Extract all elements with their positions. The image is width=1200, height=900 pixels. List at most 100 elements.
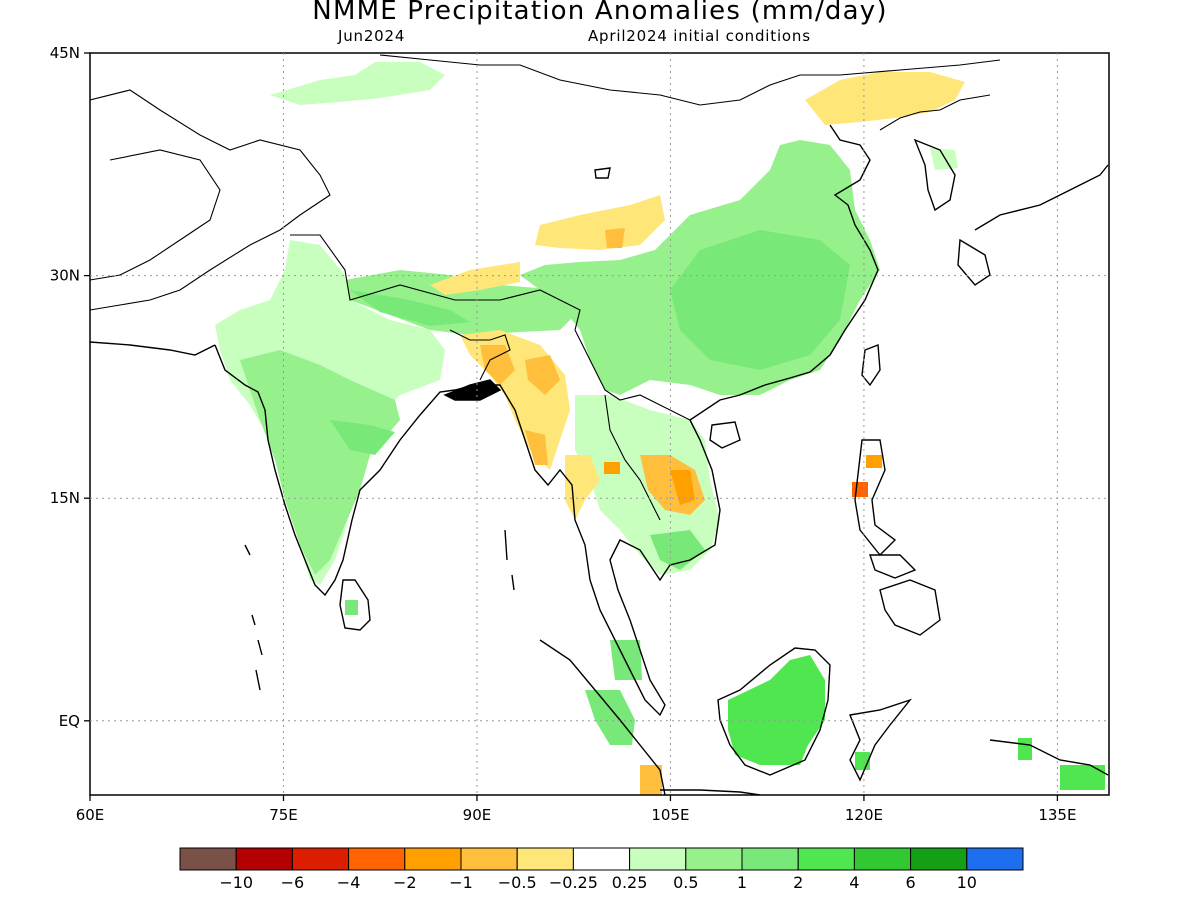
colorbar-swatch: [291, 847, 350, 871]
anomaly-region-myanmar-south: [525, 430, 548, 465]
lat-tick-label: 15N: [50, 489, 80, 507]
colorbar-label: −1: [449, 873, 473, 892]
colorbar-swatch: [516, 847, 574, 871]
lat-tick-label: 45N: [50, 44, 80, 62]
coastline-japan: [974, 164, 1109, 231]
border-india-bangladesh: [449, 329, 511, 381]
anomaly-region-malaya: [610, 640, 642, 680]
colorbar-label: −6: [281, 873, 305, 892]
coastline-qinghai-lake: [594, 167, 611, 179]
colorbar-swatch: [460, 847, 518, 871]
colorbar-label: 4: [849, 873, 859, 892]
colorbar-swatch: [572, 847, 631, 871]
lon-tick-label: 120E: [845, 806, 883, 824]
colorbar-swatch: [741, 847, 799, 871]
coastline-sulawesi: [849, 698, 913, 782]
coastline-visayas: [869, 554, 917, 579]
colorbar-swatch: [966, 847, 1024, 871]
anomaly-region-tibet-west: [430, 262, 520, 295]
coastline-borneo: [717, 647, 831, 776]
anomaly-region-luzon-north: [866, 455, 882, 468]
colorbar-swatch: [235, 847, 293, 871]
axis-ticks: 45N 30N 15N EQ 60E 75E 90E 105E 120E 135E: [50, 44, 1077, 824]
colorbar-label: −2: [393, 873, 417, 892]
coastline-maldives: [244, 544, 251, 556]
coastline-java: [660, 789, 761, 795]
colorbar-swatch: [853, 847, 912, 871]
colorbar-label: −10: [219, 873, 253, 892]
anomaly-region-india-core: [240, 350, 400, 575]
border-indochina: [574, 329, 701, 521]
coastline-mindanao: [879, 579, 941, 636]
anomaly-region-tibet-core: [605, 228, 625, 248]
lat-tick-label: 30N: [50, 267, 80, 285]
coastline-luzon: [854, 439, 897, 557]
anomaly-region-thailand-dry: [604, 462, 620, 474]
coastline-korea: [913, 138, 956, 212]
coastline-hainan: [709, 421, 741, 449]
colorbar-label: −0.25: [549, 873, 598, 892]
coastlines: [90, 54, 1109, 795]
anomaly-region-nepal: [350, 290, 470, 326]
coastline-japan-south: [957, 238, 991, 286]
graticule: [90, 53, 1109, 795]
colorbar-swatch: [910, 847, 968, 871]
coastline-new-guinea: [989, 739, 1109, 776]
coastline-laccadives: [251, 614, 263, 691]
border-afghanistan: [90, 149, 221, 281]
colorbar-swatch: [629, 847, 687, 871]
coastline-ganges-delta: [443, 379, 502, 401]
border-korea-china: [879, 94, 991, 131]
anomaly-region-sumatra: [585, 690, 635, 745]
border-india-china: [290, 234, 581, 331]
colorbar-swatch: [348, 847, 406, 871]
anomaly-region-sri-lanka: [345, 600, 358, 615]
colorbar-label: 2: [793, 873, 803, 892]
coastline-taiwan: [861, 344, 881, 387]
anomaly-region-northwest: [270, 62, 445, 105]
anomaly-region-luzon: [852, 482, 868, 497]
anomaly-region-mongolia: [805, 72, 965, 125]
anomaly-region-india-east: [330, 420, 395, 455]
lon-tick-label: 60E: [76, 806, 105, 824]
colorbar-label: 0.25: [612, 873, 648, 892]
colorbar: −10 −6 −4 −2 −1 −0.5 −0.25 0.25 0.5 1 2 4 6 10: [179, 847, 1024, 892]
anomaly-shading: [215, 62, 1105, 795]
anomaly-region-myanmar-central: [525, 355, 560, 395]
anomaly-region-sumatra-south: [640, 765, 662, 795]
colorbar-label: −4: [337, 873, 361, 892]
lon-tick-label: 105E: [651, 806, 689, 824]
lat-tick-label: EQ: [59, 712, 80, 730]
coastline-india: [214, 344, 456, 597]
coastline-sumatra: [539, 639, 666, 795]
coastline-pakistan: [90, 341, 216, 356]
colorbar-swatch: [404, 847, 462, 871]
colorbar-swatch: [797, 847, 855, 871]
anomaly-region-tibet: [535, 195, 665, 250]
colorbar-label: 10: [957, 873, 977, 892]
anomaly-region-new-guinea: [1060, 765, 1105, 790]
anomaly-region-borneo: [728, 655, 825, 765]
anomaly-region-myanmar-core: [480, 345, 515, 385]
initial-conditions-label: April2024 initial conditions: [588, 27, 811, 45]
map-title: NMME Precipitation Anomalies (mm/day): [312, 0, 888, 26]
lon-tick-label: 90E: [463, 806, 492, 824]
lon-tick-label: 135E: [1038, 806, 1076, 824]
colorbar-label: 0.5: [673, 873, 698, 892]
coastline-andaman: [504, 529, 515, 591]
lon-tick-label: 75E: [269, 806, 298, 824]
border-mongolia: [379, 54, 1001, 106]
colorbar-label: 1: [737, 873, 747, 892]
anomaly-region-korea: [930, 148, 958, 170]
border-central-asia: [90, 89, 331, 311]
forecast-month-label: Jun2024: [338, 27, 406, 45]
colorbar-swatch: [179, 847, 237, 871]
coastline-malay: [589, 124, 879, 717]
anomaly-region-laos-core: [670, 470, 695, 505]
plot-frame: [89, 52, 1110, 796]
coastline-sri-lanka: [339, 579, 371, 631]
colorbar-swatch: [685, 847, 743, 871]
anomaly-region-halmahera: [1018, 738, 1032, 760]
anomaly-region-china-core: [670, 230, 850, 370]
